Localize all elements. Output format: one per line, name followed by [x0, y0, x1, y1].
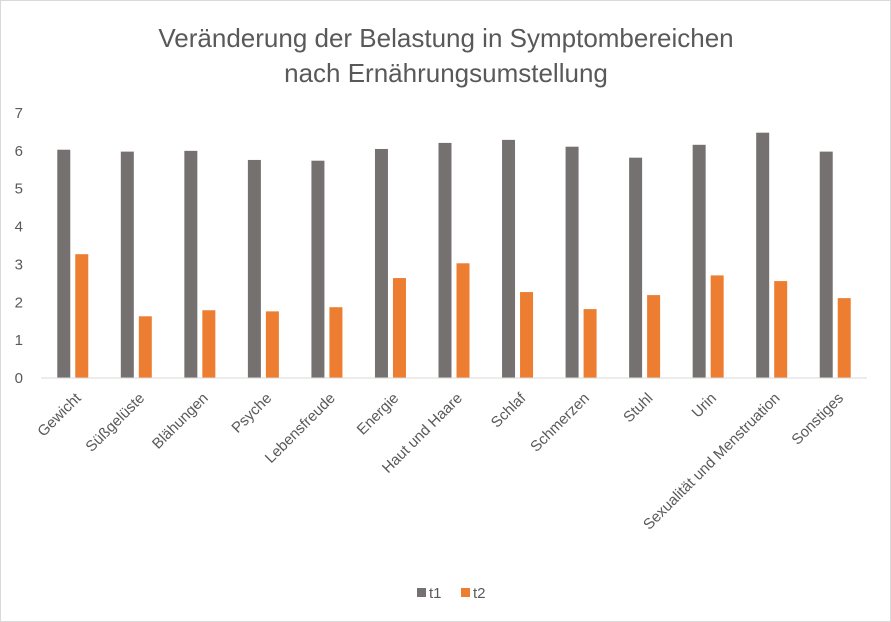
y-tick-label: 0: [15, 370, 23, 387]
bar-t1-4: [311, 160, 325, 378]
bar-t2-0: [75, 254, 89, 378]
chart-title-line-1: Veränderung der Belastung in Symptombere…: [158, 23, 733, 53]
y-tick-label: 3: [15, 256, 23, 273]
bar-t2-12: [837, 298, 851, 378]
bar-t1-7: [502, 139, 516, 378]
bar-t1-9: [629, 157, 643, 378]
x-tick-label: Süßgelüste: [82, 390, 148, 456]
bar-t2-11: [774, 281, 788, 378]
y-tick-label: 2: [15, 294, 23, 311]
bar-t2-6: [456, 263, 470, 378]
bar-t1-1: [120, 151, 134, 378]
x-tick-label: Schmerzen: [527, 390, 593, 456]
bar-t1-6: [438, 142, 452, 378]
bar-t2-4: [329, 307, 343, 378]
y-tick-label: 7: [15, 105, 23, 122]
bar-t2-8: [583, 309, 597, 378]
bar-t1-11: [756, 132, 770, 378]
y-axis-ticks: 0 1 2 3 4 5 6 7: [15, 105, 23, 387]
bars: [57, 132, 851, 378]
bar-t2-10: [710, 275, 724, 378]
bar-t2-5: [392, 278, 406, 378]
legend: t1 t2: [417, 585, 486, 602]
bar-t1-10: [692, 144, 706, 378]
bar-t1-3: [247, 159, 261, 378]
bar-t1-5: [374, 148, 388, 378]
bar-t2-7: [520, 292, 534, 378]
x-tick-label: Energie: [354, 390, 403, 439]
legend-label-t2: t2: [473, 585, 486, 602]
legend-swatch-t1: [417, 588, 426, 597]
y-tick-label: 4: [15, 219, 23, 236]
legend-label-t1: t1: [429, 585, 442, 602]
x-tick-label: Schlaf: [488, 389, 530, 431]
x-tick-label: Sonstiges: [788, 390, 847, 449]
x-tick-label: Blähungen: [149, 390, 212, 453]
x-tick-label: Psyche: [228, 390, 275, 437]
x-tick-label: Stuhl: [620, 390, 656, 426]
bar-t1-0: [57, 149, 71, 378]
y-tick-label: 5: [15, 181, 23, 198]
bar-t2-2: [202, 310, 216, 378]
x-tick-label: Sexualität und Menstruation: [640, 390, 784, 534]
bar-t1-2: [184, 150, 198, 378]
y-tick-label: 6: [15, 143, 23, 160]
x-tick-label: Urin: [689, 390, 720, 421]
bar-t2-9: [647, 295, 661, 378]
bar-t1-8: [565, 146, 579, 378]
x-tick-label: Gewicht: [34, 389, 85, 440]
bar-t1-12: [819, 151, 833, 378]
y-tick-label: 1: [15, 332, 23, 349]
legend-swatch-t2: [461, 588, 470, 597]
bar-t2-1: [138, 316, 152, 378]
chart-title-line-2: nach Ernährungsumstellung: [284, 58, 608, 88]
bar-t2-3: [265, 311, 279, 378]
